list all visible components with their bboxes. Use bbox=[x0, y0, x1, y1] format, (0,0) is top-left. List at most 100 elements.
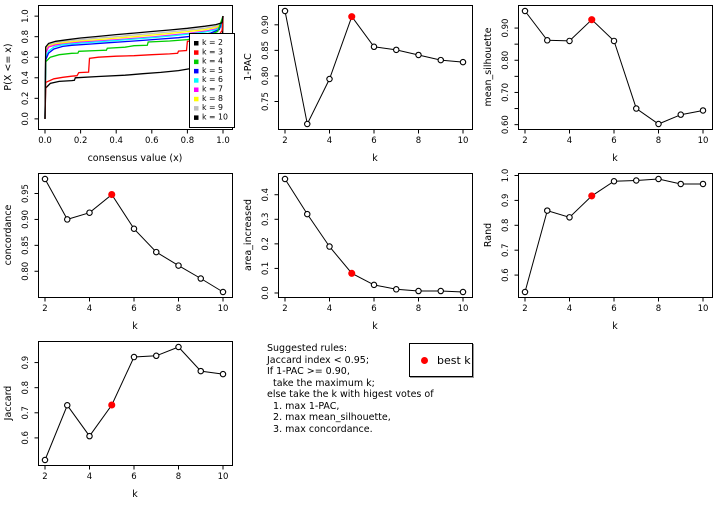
legend-label: k = 10 bbox=[202, 112, 228, 121]
data-point bbox=[41, 456, 49, 464]
y-tick-label: 0.1 bbox=[261, 262, 271, 276]
y-axis: 0.6 0.7 0.8 0.9 Jaccard bbox=[3, 356, 39, 445]
panel-mean-silhouette: 2 4 6 8 10 k 0.60 0.70 0.80 0.90 mean_silhouette bbox=[480, 0, 720, 168]
legend-label: k = 5 bbox=[202, 66, 223, 75]
x-tick-label: 0.8 bbox=[181, 136, 195, 146]
metric-line bbox=[284, 10, 464, 126]
legend-label: k = 7 bbox=[202, 85, 223, 94]
metric-line bbox=[284, 178, 464, 293]
data-point bbox=[130, 225, 138, 233]
chart-mean-silhouette: 2 4 6 8 10 k 0.60 0.70 0.80 0.90 mean_silhouette bbox=[483, 5, 713, 164]
legend-label: k = 8 bbox=[202, 94, 223, 103]
x-tick-label: 0.4 bbox=[109, 136, 123, 146]
x-tick-label: 10 bbox=[458, 136, 469, 146]
x-tick-label: 6 bbox=[131, 304, 136, 314]
best-k-legend: best k bbox=[409, 343, 473, 377]
y-tick-label: 0.7 bbox=[21, 406, 31, 420]
x-tick-label: 0.2 bbox=[74, 136, 88, 146]
plot-box bbox=[38, 173, 233, 298]
data-point bbox=[566, 37, 573, 45]
ecdf-curve-k=7 bbox=[44, 15, 224, 119]
y-tick-label: 0.90 bbox=[261, 15, 271, 34]
y-tick-label: 0.80 bbox=[261, 66, 271, 85]
x-tick-label: 6 bbox=[371, 136, 376, 146]
rules-line: 2. max mean_silhouette, bbox=[267, 412, 391, 423]
y-tick-label: 0.60 bbox=[501, 115, 511, 134]
x-tick-label: 8 bbox=[176, 472, 181, 482]
y-tick-label: 0.85 bbox=[21, 236, 31, 255]
rules-line: If 1-PAC >= 0.90, bbox=[267, 366, 350, 377]
x-tick-label: 6 bbox=[611, 136, 616, 146]
rules-line: 1. max 1-PAC, bbox=[267, 400, 340, 412]
x-tick-label: 6 bbox=[371, 304, 376, 314]
data-point bbox=[64, 216, 71, 223]
metric-line bbox=[44, 178, 224, 293]
rules-line: else take the k with higest votes of bbox=[267, 389, 434, 400]
legend-swatch-icon bbox=[194, 87, 199, 92]
x-tick-label: 2 bbox=[522, 304, 527, 314]
data-point bbox=[326, 243, 333, 250]
x-tick-label: 0.6 bbox=[145, 136, 159, 146]
x-axis-label: k bbox=[372, 321, 378, 332]
data-point bbox=[699, 107, 707, 114]
y-tick-label: 0.70 bbox=[501, 83, 511, 102]
x-axis: 0.0 0.2 0.4 0.6 0.8 1.0 consensus value (x) bbox=[38, 129, 230, 164]
x-tick-label: 2 bbox=[42, 304, 47, 314]
data-point bbox=[633, 177, 640, 184]
ecdf-curve-k=6 bbox=[44, 15, 224, 119]
y-tick-label: 0.2 bbox=[261, 237, 271, 251]
data-point bbox=[521, 7, 529, 15]
x-tick-label: 2 bbox=[282, 136, 287, 146]
y-tick-label: 0.6 bbox=[501, 268, 511, 282]
x-tick-label: 4 bbox=[87, 472, 92, 482]
y-axis: 0.6 0.7 0.8 0.9 1.0 Rand bbox=[483, 169, 519, 282]
data-point bbox=[393, 46, 400, 54]
y-tick-label: 0.95 bbox=[21, 184, 31, 203]
metric-line bbox=[524, 178, 703, 293]
rules-line: 3. max concordance. bbox=[267, 423, 373, 435]
x-tick-label: 10 bbox=[218, 304, 229, 314]
data-point bbox=[153, 352, 160, 360]
data-point bbox=[281, 7, 289, 15]
chart-rand: 2 4 6 8 10 k 0.6 0.7 0.8 0.9 1.0 Rand bbox=[483, 169, 713, 332]
y-tick-label: 0.8 bbox=[501, 219, 511, 233]
y-tick-label: 0.80 bbox=[21, 262, 31, 281]
x-tick-label: 6 bbox=[611, 304, 616, 314]
ecdf-curve-k=8 bbox=[44, 15, 224, 119]
x-tick-label: 2 bbox=[522, 136, 527, 146]
y-tick-label: 0.3 bbox=[261, 213, 271, 227]
panel-jaccard: 2 4 6 8 10 k 0.6 0.7 0.8 0.9 Jaccard bbox=[0, 336, 240, 504]
curve-legend: k = 2k = 3k = 4k = 5k = 6k = 7k = 8k = 9… bbox=[189, 33, 235, 128]
legend-label: k = 3 bbox=[202, 47, 223, 56]
data-point bbox=[86, 432, 93, 440]
data-point bbox=[197, 367, 205, 375]
plot-box bbox=[278, 5, 473, 130]
legend-label: k = 4 bbox=[202, 57, 223, 66]
data-point bbox=[459, 58, 467, 66]
ecdf-curve-k=9 bbox=[44, 15, 224, 119]
ecdf-curve-k=4 bbox=[44, 15, 224, 119]
x-tick-label: 8 bbox=[656, 136, 661, 146]
y-tick-label: 0.6 bbox=[21, 50, 31, 64]
chart-one-minus-pac: 2 4 6 8 10 k 0.75 0.80 0.85 0.90 1-PAC bbox=[243, 5, 473, 164]
chart-area-increased: 2 4 6 8 10 k 0.0 0.1 0.2 0.3 0.4 area_increased bbox=[243, 173, 473, 332]
y-axis-label: mean_silhouette bbox=[483, 27, 494, 106]
data-point bbox=[86, 209, 93, 216]
legend-label: k = 6 bbox=[202, 75, 223, 84]
x-tick-label: 2 bbox=[42, 472, 47, 482]
x-tick-label: 6 bbox=[131, 472, 136, 482]
best-k-point bbox=[108, 401, 116, 409]
data-point bbox=[370, 43, 378, 51]
best-k-point bbox=[348, 13, 356, 21]
y-tick-label: 0.0 bbox=[261, 286, 271, 300]
legend-swatch-icon bbox=[194, 68, 199, 74]
data-point bbox=[153, 248, 160, 256]
plot-box bbox=[278, 173, 473, 298]
data-point bbox=[677, 180, 685, 188]
data-point bbox=[699, 180, 707, 188]
x-tick-label: 8 bbox=[176, 304, 181, 314]
y-tick-label: 1.0 bbox=[21, 9, 31, 23]
y-tick-label: 0.2 bbox=[21, 92, 31, 106]
